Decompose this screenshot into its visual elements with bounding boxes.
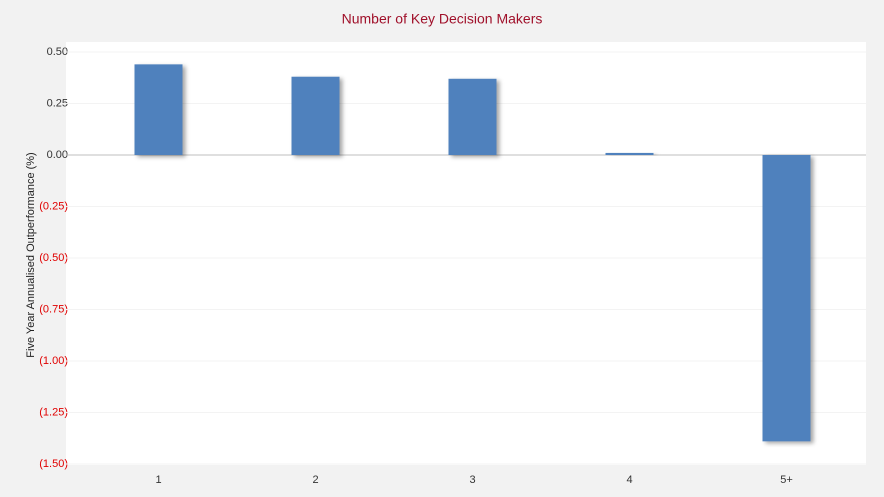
y-tick-label: 0.25 — [47, 97, 68, 109]
x-tick-label: 2 — [312, 474, 318, 486]
x-tick-label: 4 — [626, 474, 632, 486]
y-axis-label: Five Year Annualised Outperformance (%) — [25, 152, 37, 357]
x-tick-label: 1 — [155, 474, 161, 486]
y-tick-label: (1.25) — [39, 406, 68, 418]
bar — [762, 155, 811, 442]
bar — [134, 64, 183, 155]
y-tick-label: (0.25) — [39, 200, 68, 212]
y-tick-label: (1.50) — [39, 458, 68, 470]
y-tick-label: 0.50 — [47, 46, 68, 58]
bar — [448, 78, 497, 155]
x-tick-label: 5+ — [780, 474, 793, 486]
y-tick-label: (0.75) — [39, 303, 68, 315]
y-tick-label: (0.50) — [39, 252, 68, 264]
bar — [605, 152, 654, 155]
y-tick-label: (1.00) — [39, 355, 68, 367]
x-tick-label: 3 — [469, 474, 475, 486]
y-tick-label: 0.00 — [47, 149, 68, 161]
chart-title: Number of Key Decision Makers — [342, 11, 543, 27]
bar — [291, 76, 340, 155]
